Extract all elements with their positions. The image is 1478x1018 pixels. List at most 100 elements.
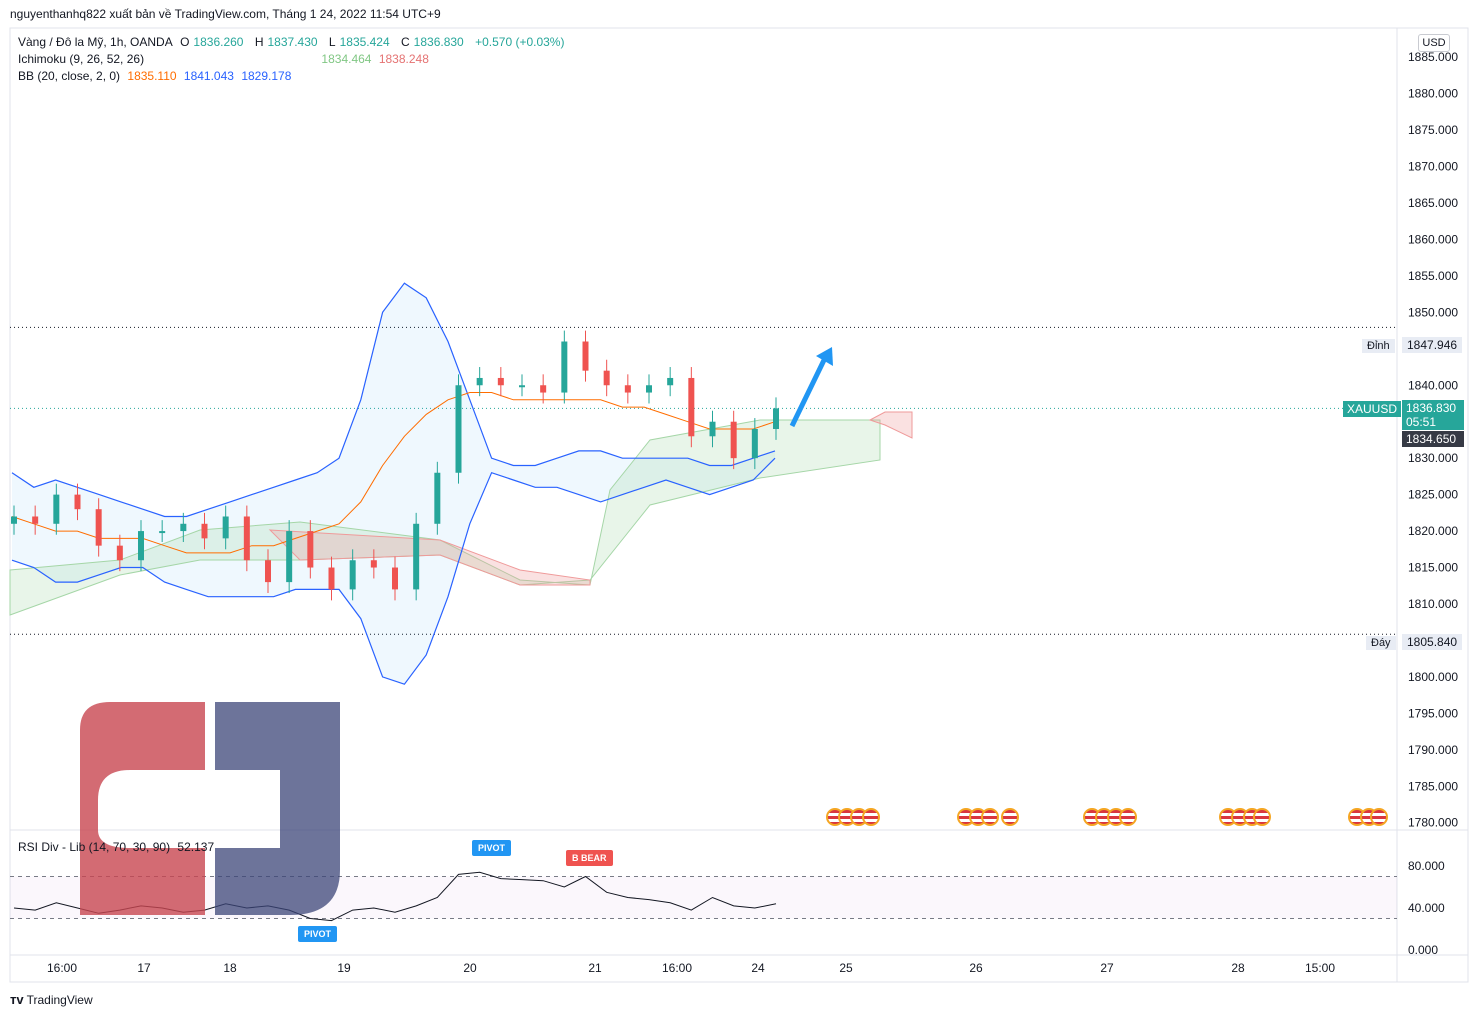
x-tick-label: 24 — [751, 961, 765, 975]
y-tick-label: 1800.000 — [1408, 670, 1458, 684]
last-price-tag: 1836.830 05:51 — [1402, 400, 1464, 430]
x-tick-label: 28 — [1231, 961, 1245, 975]
candle-body — [349, 560, 356, 590]
candle-body — [243, 516, 250, 561]
x-tick-label: 16:00 — [662, 961, 692, 975]
candle-body — [582, 341, 589, 371]
ichimoku-b-value: 1838.248 — [378, 52, 429, 66]
legend-bb[interactable]: BB (20, close, 2, 0) 1835.110 1841.043 1… — [18, 69, 295, 83]
x-tick-label: 16:00 — [47, 961, 77, 975]
candle-body — [265, 560, 271, 583]
y-tick-label: 1785.000 — [1408, 779, 1458, 793]
x-tick-label: 17 — [137, 961, 151, 975]
bb-upper-line — [11, 282, 776, 518]
tradingview-brand[interactable]: ᴛᴠ TradingView — [10, 992, 93, 1007]
x-tick-label: 26 — [969, 961, 983, 975]
close-value: 1836.830 — [413, 35, 464, 49]
forecast-arrow-head — [816, 347, 833, 366]
y-tick-label: 1880.000 — [1408, 87, 1458, 101]
candle-body — [180, 523, 187, 532]
bb-basis-value: 1835.110 — [127, 69, 177, 83]
outer-frame — [9, 27, 1469, 983]
close-label: C — [401, 35, 410, 49]
tradingview-logo-icon: ᴛᴠ — [10, 992, 24, 1007]
candle-body — [11, 516, 17, 524]
y-tick-label: 1860.000 — [1408, 232, 1458, 246]
candle-body — [74, 494, 81, 510]
x-tick-label: 20 — [463, 961, 477, 975]
x-tick-label: 18 — [223, 961, 237, 975]
candle-body — [138, 531, 144, 561]
candle-body — [53, 494, 60, 524]
candle-body — [392, 567, 398, 590]
x-tick-label: 19 — [337, 961, 351, 975]
candle-body — [286, 531, 293, 583]
candle-body — [519, 385, 525, 388]
bb-fill — [12, 283, 775, 685]
high-value: 1837.430 — [267, 35, 318, 49]
ichimoku-cloud-bull — [9, 419, 881, 616]
y-tick-label: 1865.000 — [1408, 196, 1458, 210]
low-label: L — [328, 35, 336, 49]
candle-body — [730, 421, 737, 459]
x-tick-label: 27 — [1100, 961, 1114, 975]
rsi-legend[interactable]: RSI Div - Lib (14, 70, 30, 90) 52.137 — [18, 840, 218, 854]
rsi-tick-label: 80.000 — [1408, 859, 1445, 873]
y-tick-label: 1850.000 — [1408, 305, 1458, 319]
legend-symbol: Vàng / Đô la Mỹ, 1h, OANDA — [18, 35, 173, 49]
y-tick-label: 1795.000 — [1408, 706, 1458, 720]
us-flag-icon — [1119, 808, 1137, 826]
logo-watermark-left — [80, 702, 205, 915]
bear-marker: B — [572, 853, 579, 863]
candle-body — [476, 377, 483, 386]
candle-body — [434, 472, 441, 524]
change-value: +0.570 (+0.03%) — [475, 35, 565, 49]
candle-body — [413, 523, 420, 590]
bear-label: B BEAR — [566, 850, 613, 866]
bottom-level-label: Đáy — [1366, 636, 1396, 650]
bb-upper-value: 1841.043 — [183, 69, 234, 83]
ichimoku-a-value: 1834.464 — [321, 52, 372, 66]
bb-lower-line — [11, 457, 776, 685]
candle-body — [688, 377, 695, 437]
candle-body — [540, 385, 547, 393]
candle-body — [646, 385, 652, 393]
legend-ohlc: Vàng / Đô la Mỹ, 1h, OANDA O 1836.260 H 18… — [18, 35, 568, 49]
high-label: H — [254, 35, 264, 49]
y-tick-label: 1815.000 — [1408, 561, 1458, 575]
candle-body — [603, 370, 610, 386]
rsi-label: RSI Div - Lib (14, 70, 30, 90) — [18, 840, 171, 854]
bb-label: BB (20, close, 2, 0) — [18, 69, 121, 83]
bb-lower-value: 1829.178 — [241, 69, 292, 83]
rsi-tick-label: 40.000 — [1408, 901, 1445, 915]
candle-body — [32, 516, 39, 524]
brand-name: TradingView — [26, 993, 93, 1007]
candle-body — [709, 421, 716, 437]
currency-button[interactable]: USD — [1418, 34, 1450, 52]
us-flag-icon — [862, 808, 880, 826]
candle-body — [370, 560, 377, 568]
ichimoku-label: Ichimoku (9, 26, 52, 26) — [18, 52, 145, 66]
candle-body — [328, 567, 335, 590]
ichimoku-cloud-future — [868, 411, 913, 439]
countdown: 05:51 — [1406, 415, 1437, 429]
y-tick-label: 1875.000 — [1408, 123, 1458, 137]
y-tick-label: 1780.000 — [1408, 816, 1458, 830]
rsi-tick-label: 0.000 — [1408, 943, 1438, 957]
symbol-tag: XAUUSD — [1343, 401, 1402, 417]
pivot-bottom-label: PIVOT — [298, 926, 338, 942]
candle-body — [773, 408, 779, 429]
y-tick-label: 1825.000 — [1408, 488, 1458, 502]
rsi-value: 52.137 — [177, 840, 215, 854]
ichimoku-price-tag: 1834.650 — [1402, 431, 1464, 447]
y-tick-label: 1840.000 — [1408, 378, 1458, 392]
legend-ichimoku[interactable]: Ichimoku (9, 26, 52, 26) 1834.464 1838.2… — [18, 52, 433, 66]
candle-body — [455, 385, 462, 473]
low-value: 1835.424 — [339, 35, 390, 49]
us-flag-icon — [1001, 808, 1019, 826]
y-tick-label: 1820.000 — [1408, 524, 1458, 538]
forecast-arrow — [789, 354, 829, 428]
x-tick-label: 15:00 — [1305, 961, 1335, 975]
y-tick-label: 1810.000 — [1408, 597, 1458, 611]
